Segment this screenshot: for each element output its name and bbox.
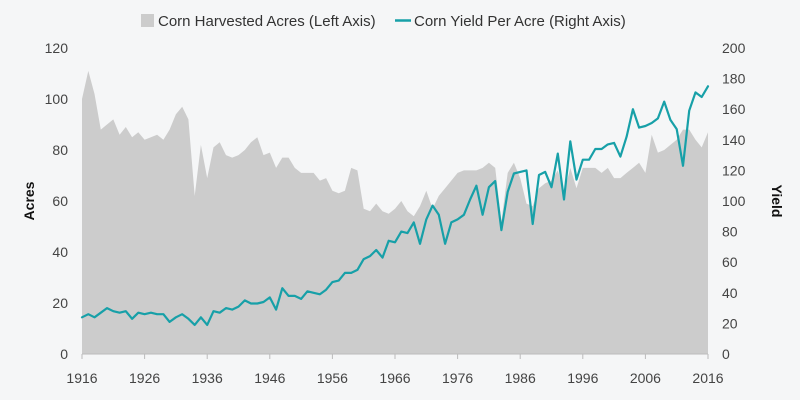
x-tick-label: 2006: [630, 370, 661, 386]
right-axis-ticks: 0 20 40 60 80 100 120 140 160 180 200: [722, 40, 746, 362]
x-tick-label: 1936: [192, 370, 223, 386]
right-tick-label: 60: [722, 254, 738, 270]
legend: Corn Harvested Acres (Left Axis) Corn Yi…: [141, 13, 626, 30]
x-tick-label: 1926: [129, 370, 160, 386]
left-tick-label: 80: [52, 142, 68, 158]
right-axis-title: Yield: [769, 185, 785, 218]
right-tick-label: 120: [722, 162, 746, 178]
x-axis-ticks: 1916 1926 1936 1946 1956 1966 1976 1986 1996 2006…: [66, 354, 724, 386]
legend-area-swatch: [141, 14, 154, 27]
x-tick-label: 1916: [66, 370, 97, 386]
right-tick-label: 20: [722, 315, 738, 331]
x-tick-label: 1976: [442, 370, 473, 386]
left-tick-label: 100: [45, 91, 69, 107]
series-acres-area: [82, 70, 708, 355]
x-tick-label: 1986: [505, 370, 536, 386]
legend-label-yield: Corn Yield Per Acre (Right Axis): [414, 13, 626, 30]
series-yield-line: [80, 85, 710, 326]
left-tick-label: 20: [52, 295, 68, 311]
left-tick-label: 120: [45, 40, 69, 56]
right-tick-label: 80: [722, 224, 738, 240]
right-tick-label: 200: [722, 40, 746, 56]
x-tick-label: 2016: [692, 370, 723, 386]
legend-label-acres: Corn Harvested Acres (Left Axis): [158, 13, 376, 30]
right-tick-label: 180: [722, 71, 746, 87]
right-tick-label: 140: [722, 132, 746, 148]
x-tick-label: 1996: [567, 370, 598, 386]
plot-area: [80, 70, 710, 355]
left-tick-label: 0: [60, 346, 68, 362]
x-tick-label: 1946: [254, 370, 285, 386]
x-tick-label: 1956: [317, 370, 348, 386]
right-tick-label: 0: [722, 346, 730, 362]
left-tick-label: 60: [52, 193, 68, 209]
left-tick-label: 40: [52, 244, 68, 260]
right-tick-label: 160: [722, 101, 746, 117]
left-axis-title: Acres: [21, 181, 37, 220]
right-tick-label: 100: [722, 193, 746, 209]
right-tick-label: 40: [722, 285, 738, 301]
left-axis-ticks: 0 20 40 60 80 100 120: [45, 40, 69, 362]
x-tick-label: 1966: [379, 370, 410, 386]
